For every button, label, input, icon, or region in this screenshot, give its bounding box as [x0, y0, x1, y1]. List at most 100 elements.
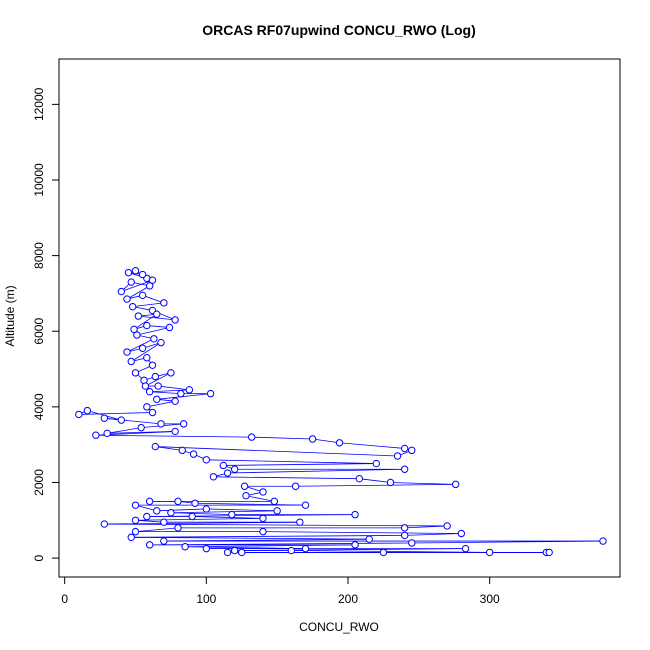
- data-point: [127, 357, 135, 366]
- series-segment: [390, 482, 456, 485]
- data-point: [545, 548, 553, 557]
- data-point: [160, 299, 168, 307]
- data-point: [408, 539, 416, 547]
- y-tick-label: 12000: [32, 87, 46, 121]
- series-segment: [339, 442, 405, 449]
- x-axis-label: CONCU_RWO: [299, 620, 379, 634]
- data-point: [150, 335, 158, 343]
- series-segment: [78, 412, 153, 415]
- data-point: [137, 423, 145, 432]
- data-point: [599, 537, 607, 545]
- data-point: [131, 527, 140, 536]
- chart-title: ORCAS RF07upwind CONCU_RWO (Log): [202, 22, 476, 38]
- series-segment: [156, 393, 211, 400]
- x-axis: 0 100 200 300: [61, 576, 500, 606]
- data-point: [351, 541, 359, 549]
- data-point: [160, 518, 168, 526]
- data-point: [131, 369, 140, 377]
- data-point: [400, 531, 409, 540]
- data-point: [223, 548, 232, 557]
- series-segment: [133, 313, 157, 330]
- data-point: [301, 544, 310, 553]
- series-segment: [170, 512, 232, 516]
- data-point: [171, 316, 179, 324]
- series-segment: [251, 436, 313, 440]
- series-segment: [155, 446, 398, 457]
- x-tick-label: 0: [61, 592, 68, 606]
- data-point: [167, 369, 175, 377]
- series-segment: [104, 523, 448, 527]
- data-point: [191, 499, 199, 507]
- data-point: [308, 435, 317, 443]
- data-point: [157, 338, 165, 347]
- data-point: [365, 535, 373, 543]
- series-segment: [136, 327, 170, 336]
- data-point: [138, 344, 147, 352]
- series-segment: [104, 521, 300, 525]
- x-tick-label: 200: [338, 592, 358, 606]
- data-point: [209, 473, 218, 481]
- data-point: [123, 295, 131, 303]
- data-point: [167, 509, 175, 517]
- data-point: [189, 450, 198, 458]
- series-segment: [411, 540, 604, 544]
- data-point: [100, 520, 109, 528]
- data-point: [386, 478, 395, 487]
- y-axis: 0 2000 4000 6000 8000 10000 12000: [32, 87, 60, 561]
- data-point: [335, 439, 344, 447]
- x-tick-label: 100: [196, 592, 216, 606]
- y-tick-label: 6000: [32, 318, 46, 345]
- data-point: [145, 388, 154, 396]
- data-point: [143, 403, 151, 411]
- y-tick-label: 0: [32, 554, 46, 561]
- data-point: [372, 459, 381, 468]
- data-point: [240, 482, 249, 490]
- data-point: [130, 325, 138, 334]
- data-point: [379, 548, 388, 557]
- data-point: [259, 488, 267, 496]
- series-segment: [312, 438, 340, 444]
- series-segment: [138, 315, 176, 321]
- data-point: [154, 382, 162, 390]
- series-segment: [170, 510, 278, 514]
- data-point: [153, 310, 161, 318]
- data-point: [151, 442, 160, 451]
- series-segment: [142, 294, 164, 304]
- data-point: [174, 524, 182, 532]
- data-point: [355, 474, 364, 483]
- data-point: [145, 497, 154, 506]
- y-tick-label: 4000: [32, 393, 46, 420]
- data-point: [171, 397, 179, 405]
- series-segment: [146, 325, 170, 328]
- data-point: [177, 389, 185, 398]
- data-point: [188, 512, 196, 521]
- data-point: [117, 416, 126, 424]
- data-point: [270, 497, 279, 506]
- data-point: [179, 420, 188, 428]
- data-point: [230, 465, 239, 473]
- series-segment: [126, 285, 150, 300]
- series-segment: [223, 463, 377, 466]
- data-point: [153, 395, 161, 403]
- data-point: [461, 544, 470, 553]
- series-segment: [135, 517, 264, 521]
- series-segment: [155, 446, 183, 451]
- data-point: [134, 312, 143, 320]
- data-point: [123, 348, 131, 356]
- series-segment: [404, 525, 448, 529]
- data-point: [100, 414, 109, 422]
- data-point: [202, 505, 211, 513]
- data-point: [219, 461, 228, 470]
- data-point: [181, 543, 189, 551]
- series-segment: [359, 478, 391, 483]
- data-point: [143, 512, 151, 521]
- series-segment: [149, 391, 181, 395]
- plot-frame: [58, 58, 621, 578]
- data-point: [185, 386, 194, 394]
- data-point: [131, 267, 140, 275]
- data-point: [148, 408, 157, 417]
- data-point: [296, 518, 304, 526]
- series-segment: [185, 544, 356, 548]
- data-point: [138, 270, 147, 279]
